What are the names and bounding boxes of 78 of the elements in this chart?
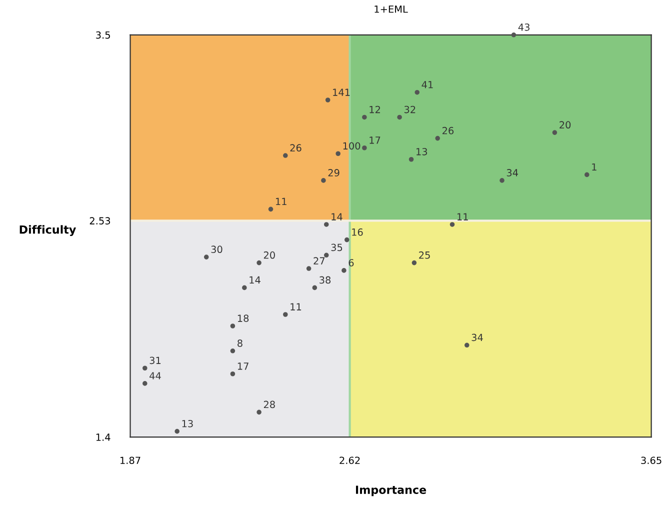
annotation: 14 xyxy=(250,276,260,284)
point xyxy=(256,260,262,266)
y-tick-label: 1.4 xyxy=(96,434,110,441)
point xyxy=(142,381,148,386)
x-axis-title: Importance xyxy=(356,486,426,496)
point xyxy=(230,371,236,376)
annotation: 25 xyxy=(419,251,430,259)
annotation: 29 xyxy=(328,169,340,176)
annotation: 16 xyxy=(352,228,363,236)
point xyxy=(336,151,340,156)
point xyxy=(268,206,274,212)
point xyxy=(342,268,346,273)
point xyxy=(174,428,180,434)
point xyxy=(324,252,329,258)
x-tick-label: 3.65 xyxy=(641,456,662,464)
point xyxy=(552,130,558,135)
annotation: 44 xyxy=(150,372,161,380)
y-axis-title: Difficulty xyxy=(20,225,76,236)
annotation: 11 xyxy=(457,213,468,220)
point xyxy=(142,366,148,371)
annotation: 31 xyxy=(150,356,161,364)
annotation: 6 xyxy=(348,259,354,266)
annotation: 28 xyxy=(264,400,275,408)
point xyxy=(256,410,262,415)
annotation: 30 xyxy=(211,246,222,254)
point xyxy=(283,153,288,158)
annotation: 14 xyxy=(332,213,342,220)
point xyxy=(450,222,455,227)
annotation: 12 xyxy=(370,106,380,114)
point xyxy=(362,114,367,120)
annotation: 43 xyxy=(518,24,530,31)
annotation: 18 xyxy=(238,314,249,322)
annotation: 17 xyxy=(238,362,248,370)
point xyxy=(412,260,417,266)
point xyxy=(325,98,330,102)
x-tick-label: 2.62 xyxy=(340,456,360,464)
point xyxy=(242,285,247,290)
point xyxy=(435,136,440,141)
x-tick-label: 1.87 xyxy=(120,456,140,464)
annotation: 27 xyxy=(314,257,325,264)
point xyxy=(230,348,236,354)
annotation: 26 xyxy=(442,126,454,134)
point xyxy=(312,285,318,290)
annotation: 11 xyxy=(290,303,302,310)
annotation: 34 xyxy=(506,169,518,176)
annotation: 11 xyxy=(276,198,286,205)
annotation: 17 xyxy=(370,136,380,144)
point xyxy=(283,312,288,317)
point xyxy=(324,222,329,227)
point xyxy=(511,32,516,38)
y-tick-label: 2.53 xyxy=(90,217,110,224)
annotation: 32 xyxy=(404,106,416,114)
point xyxy=(397,114,402,120)
point xyxy=(500,178,504,183)
chart-title: 1+EML xyxy=(374,6,408,13)
point xyxy=(414,90,420,95)
annotation: 13 xyxy=(416,148,428,156)
annotation: 1 xyxy=(592,163,596,171)
annotation: 13 xyxy=(182,420,193,428)
annotation: 38 xyxy=(320,276,331,284)
point xyxy=(204,254,209,260)
point xyxy=(408,156,414,162)
annotation: 26 xyxy=(290,144,302,152)
point xyxy=(230,324,236,328)
point xyxy=(362,145,367,150)
annotation: 35 xyxy=(331,244,342,252)
point xyxy=(584,172,590,178)
point xyxy=(306,266,312,271)
point xyxy=(344,237,350,242)
y-tick-label: 3.5 xyxy=(96,31,110,39)
annotation: 141 xyxy=(333,88,350,96)
annotation: 34 xyxy=(472,334,483,342)
annotation: 8 xyxy=(238,340,242,347)
annotation: 20 xyxy=(264,251,275,259)
annotation: 20 xyxy=(560,121,571,129)
point xyxy=(321,178,326,183)
annotation: 41 xyxy=(422,81,433,88)
point xyxy=(464,342,470,348)
